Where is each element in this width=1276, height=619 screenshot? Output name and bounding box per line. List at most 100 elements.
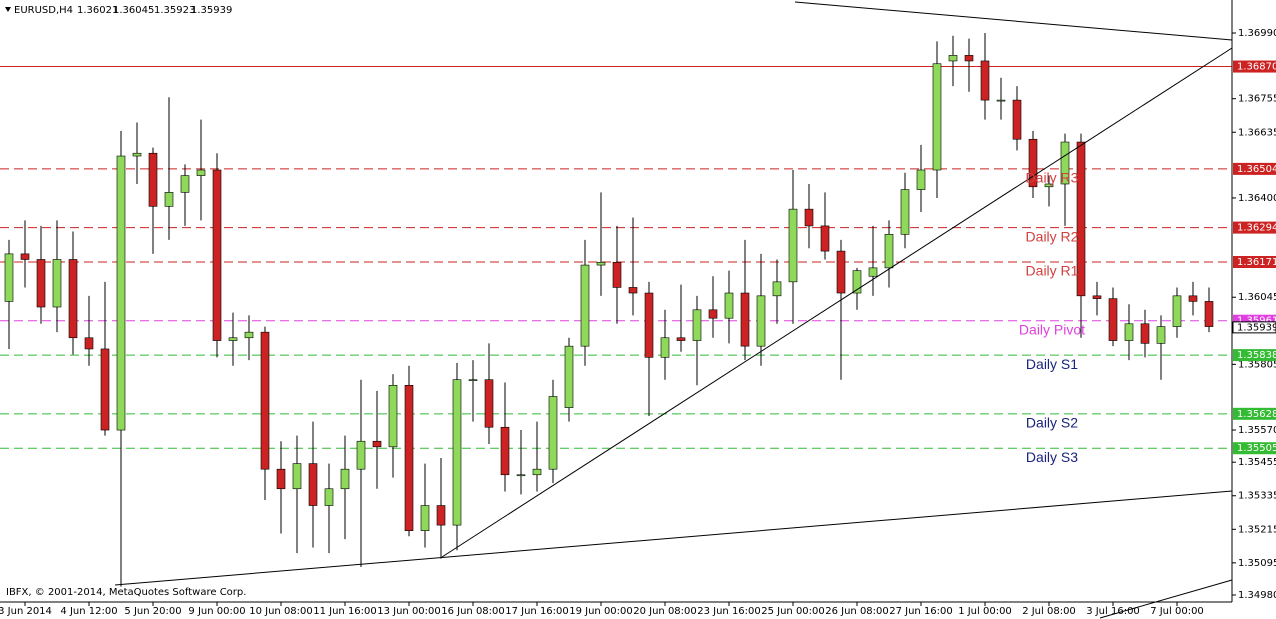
candle-body: [116, 155, 126, 431]
ohlc-low: 1.35923: [154, 5, 195, 16]
level-name: Daily S2: [1026, 415, 1078, 431]
level-name: Daily R3: [1026, 170, 1079, 186]
y-tick-label: 1.35215: [1238, 524, 1276, 535]
level-price-box: [1233, 162, 1276, 175]
level-price-box: [1233, 255, 1276, 268]
level-price-label: 1.36294: [1237, 223, 1276, 234]
candle-body: [1092, 295, 1102, 299]
x-tick-label: 3 Jun 2014: [0, 606, 52, 617]
candle-body: [772, 281, 782, 297]
current-price-label: 1.35939: [1237, 322, 1276, 333]
level-name: Daily S1: [1026, 356, 1078, 372]
level-price-label: 1.35628: [1237, 409, 1276, 420]
x-tick-label: 25 Jun 00:00: [761, 606, 825, 617]
candle-body: [596, 261, 606, 266]
candle-body: [948, 55, 958, 62]
candle-body: [244, 331, 254, 339]
candle-body: [756, 295, 766, 347]
candle-body: [740, 292, 750, 347]
x-tick-label: 7 Jul 00:00: [1150, 606, 1204, 617]
level-price-box: [1233, 60, 1276, 73]
x-tick-label: 11 Jun 16:00: [313, 606, 377, 617]
y-tick-label: 1.35570: [1238, 425, 1276, 436]
current-price-box: [1232, 321, 1276, 334]
candle-body: [884, 234, 894, 269]
candle-body: [292, 463, 302, 490]
x-tick-label: 16 Jun 08:00: [441, 606, 505, 617]
level-price-label: 1.36870: [1237, 62, 1276, 73]
candle-body: [1172, 295, 1182, 327]
x-tick-label: 17 Jun 16:00: [505, 606, 569, 617]
candle-body: [452, 379, 462, 526]
candle-body: [868, 267, 878, 277]
y-tick-label: 1.36045: [1238, 292, 1276, 303]
candle-body: [100, 348, 110, 431]
level-name: Daily R1: [1026, 263, 1079, 279]
ohlc-open: 1.36021: [77, 5, 118, 16]
plot-area: [0, 32, 1232, 587]
x-tick-label: 27 Jun 16:00: [889, 606, 953, 617]
candle-body: [1124, 323, 1134, 341]
candle-body: [68, 259, 78, 339]
trend-lines: [114, 1, 1233, 619]
candle-body: [516, 474, 526, 477]
candle-body: [388, 385, 398, 448]
x-tick-label: 20 Jun 08:00: [633, 606, 697, 617]
level-price-box: [1233, 221, 1276, 234]
candle-body: [420, 505, 430, 531]
candle-body: [404, 385, 414, 531]
y-tick-label: 1.36755: [1238, 94, 1276, 105]
candle-body: [820, 225, 830, 252]
candle-body: [20, 253, 30, 260]
trend-line: [441, 47, 1233, 558]
candle-body: [852, 270, 862, 294]
x-tick-label: 23 Jun 16:00: [697, 606, 761, 617]
candle-body: [468, 379, 478, 382]
candle-body: [980, 60, 990, 101]
candle-body: [1188, 295, 1198, 302]
x-tick-label: 13 Jun 00:00: [377, 606, 441, 617]
candle-body: [644, 292, 654, 358]
candle-body: [964, 55, 974, 62]
level-price-box: [1233, 442, 1276, 455]
x-tick-label: 4 Jun 12:00: [60, 606, 117, 617]
x-tick-label: 19 Jun 00:00: [569, 606, 633, 617]
candle-body: [36, 259, 46, 308]
candle-body: [676, 337, 686, 341]
candle-body: [164, 192, 174, 207]
candle-body: [1204, 301, 1214, 327]
candle-body: [660, 337, 670, 358]
level-price-box: [1233, 407, 1276, 420]
candle-body: [788, 208, 798, 283]
menu-arrow[interactable]: [5, 7, 11, 12]
symbol: EURUSD,H4: [14, 5, 73, 16]
y-tick-label: 1.36400: [1238, 193, 1276, 204]
level-price-label: 1.36171: [1237, 257, 1276, 268]
candle-body: [1012, 99, 1022, 140]
candle-body: [916, 169, 926, 190]
y-tick-label: 1.35095: [1238, 558, 1276, 569]
candle-body: [548, 396, 558, 470]
trend-line: [1099, 579, 1233, 619]
candle-body: [564, 345, 574, 408]
candle-body: [1140, 323, 1150, 344]
candle-body: [612, 261, 622, 288]
ohlc-high: 1.36045: [113, 5, 154, 16]
candle-body: [996, 99, 1006, 102]
level-name: Daily S3: [1026, 449, 1078, 465]
y-tick-label: 1.36990: [1238, 28, 1276, 39]
candle-body: [708, 309, 718, 319]
x-tick-label: 5 Jun 20:00: [124, 606, 181, 617]
candle-body: [1044, 183, 1054, 188]
level-price-label: 1.36504: [1237, 164, 1276, 175]
y-tick-label: 1.35455: [1238, 457, 1276, 468]
level-price-label: 1.35505: [1237, 443, 1276, 454]
y-tick-label: 1.34980: [1238, 590, 1276, 601]
candle-body: [212, 169, 222, 341]
y-tick-label: 1.35335: [1238, 491, 1276, 502]
trend-line: [794, 1, 1233, 41]
x-tick-label: 3 Jul 16:00: [1086, 606, 1140, 617]
candle-body: [1028, 138, 1038, 188]
candle-body: [628, 287, 638, 294]
